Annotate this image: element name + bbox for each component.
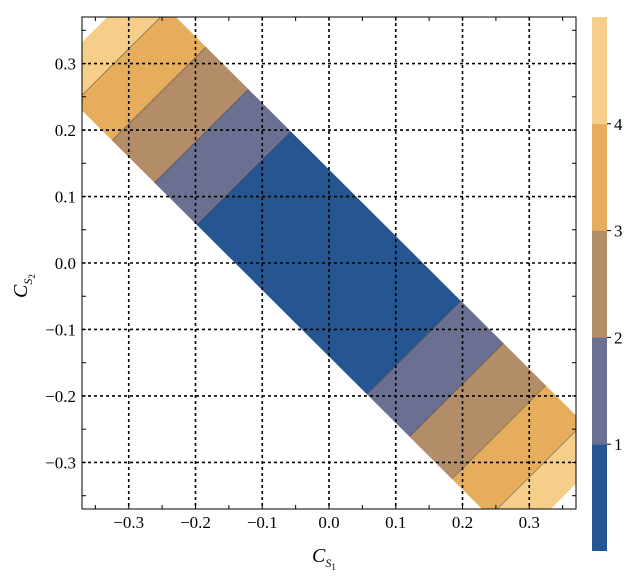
contour-line — [367, 300, 461, 395]
contour-lines — [82, 17, 576, 509]
contour-line — [409, 343, 504, 437]
axis-ticks — [82, 17, 576, 509]
contour-region — [82, 17, 576, 509]
colorbar-segment-3 — [592, 230, 607, 338]
x-tick-label: −0.1 — [247, 513, 278, 532]
y-tick-label: 0.1 — [55, 188, 76, 207]
y-tick-label: 0.3 — [55, 55, 76, 74]
colorbar-segment-4 — [592, 123, 607, 231]
y-tick-label: 0.2 — [55, 121, 76, 140]
contour-line — [451, 385, 546, 480]
y-axis-title: CS2 — [10, 274, 37, 298]
colorbar-segment-5 — [592, 17, 607, 124]
x-tick-label: 0.0 — [318, 513, 339, 532]
colorbar-tick-label: 1 — [614, 435, 623, 454]
colorbar-labels: 1 2 3 4 — [607, 115, 623, 454]
grid-lines — [82, 17, 576, 509]
colorbar-tick-label: 3 — [614, 222, 623, 241]
y-tick-label: −0.3 — [45, 453, 76, 472]
y-tick-label: −0.2 — [45, 387, 76, 406]
x-tick-label: 0.1 — [385, 513, 406, 532]
x-tick-label: 0.2 — [452, 513, 473, 532]
y-tick-label: 0.0 — [55, 254, 76, 273]
contour-line — [197, 131, 291, 226]
contour-line — [82, 17, 162, 96]
colorbar — [592, 17, 607, 551]
x-tick-label: −0.2 — [180, 513, 211, 532]
y-tick-labels: 0.3 0.2 0.1 0.0 −0.1 −0.2 −0.3 — [45, 55, 76, 473]
colorbar-tick-label: 2 — [614, 328, 623, 347]
x-tick-label: 0.3 — [519, 513, 540, 532]
contour-line — [496, 430, 576, 509]
colorbar-segment-2 — [592, 337, 607, 445]
x-tick-label: −0.3 — [113, 513, 144, 532]
contour-line — [112, 46, 207, 141]
x-tick-labels: −0.3 −0.2 −0.1 0.0 0.1 0.2 0.3 — [113, 513, 540, 532]
colorbar-segment-1 — [592, 444, 607, 551]
colorbar-tick-label: 4 — [614, 115, 623, 134]
x-axis-title: CS1 — [312, 545, 336, 572]
contour-line — [154, 89, 249, 183]
y-tick-label: −0.1 — [45, 320, 76, 339]
